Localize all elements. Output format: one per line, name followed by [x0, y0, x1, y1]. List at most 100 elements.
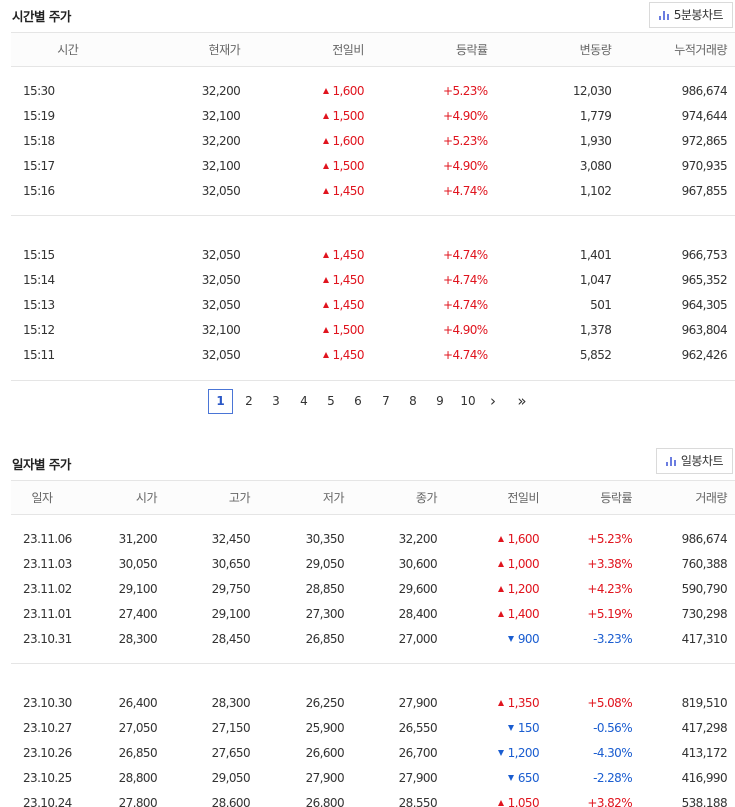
page-6-link[interactable]: 6	[354, 394, 362, 408]
five-minute-chart-label: 5분봉차트	[673, 8, 724, 22]
high-cell-value: 30,650	[211, 557, 251, 571]
time-cell: 15:30	[11, 79, 125, 104]
volume-cell: 413,172	[632, 741, 735, 766]
close-cell: 32,200	[344, 527, 438, 552]
page-5-link[interactable]: 5	[327, 394, 335, 408]
volume-change-cell: 1,047	[488, 268, 612, 293]
volume-cell: 590,790	[632, 577, 735, 602]
change-value: 1,200	[507, 582, 540, 596]
triangle-up-icon	[322, 302, 329, 308]
rate-cell: -2.28%	[539, 766, 632, 791]
triangle-up-icon	[497, 586, 504, 592]
date-cell: 23.11.06	[11, 527, 73, 552]
open-cell-value: 27,050	[118, 721, 158, 735]
high-cell: 28,300	[157, 691, 251, 716]
high-cell: 32,450	[157, 527, 251, 552]
close-cell-value: 26,550	[398, 721, 438, 735]
next-page-icon[interactable]: ›	[490, 392, 496, 410]
triangle-up-icon	[322, 277, 329, 283]
page-4-link[interactable]: 4	[300, 394, 308, 408]
rate-cell: +4.74%	[364, 179, 488, 204]
rate-cell-value: +4.74%	[442, 248, 488, 262]
page-7-link[interactable]: 7	[382, 394, 390, 408]
volume-cell: 760,388	[632, 552, 735, 577]
close-cell-value: 29,600	[398, 582, 438, 596]
page-3-link[interactable]: 3	[272, 394, 280, 408]
date-cell: 23.11.03	[11, 552, 73, 577]
volume-cell-value: 819,510	[681, 696, 728, 710]
volume-cell-value: 760,388	[681, 557, 728, 571]
rate-cell: -4.30%	[539, 741, 632, 766]
high-cell: 27,150	[157, 716, 251, 741]
change-value: 1,450	[332, 184, 365, 198]
cumulative-volume-cell-value: 962,426	[681, 348, 728, 362]
five-minute-chart-button[interactable]: 5분봉차트	[648, 2, 733, 28]
close-cell: 27,900	[344, 766, 438, 791]
close-cell: 28,400	[344, 602, 438, 627]
page-2-link[interactable]: 2	[245, 394, 253, 408]
date-cell: 23.10.26	[11, 741, 73, 766]
triangle-up-icon	[497, 700, 504, 706]
daily-chart-button[interactable]: 일봉차트	[655, 448, 733, 474]
rate-cell-value: -4.30%	[593, 746, 632, 760]
change-cell: 1,350	[437, 691, 540, 716]
price-cell: 32,100	[125, 104, 241, 129]
col-price: 현재가	[124, 32, 241, 67]
volume-change-cell-value: 1,930	[579, 134, 612, 148]
high-cell-value: 28,300	[211, 696, 251, 710]
daily-title: 일자별 주가	[12, 457, 71, 472]
rate-cell: -3.23%	[539, 627, 632, 652]
low-cell-value: 27,300	[305, 607, 345, 621]
page-1-link[interactable]: 1	[208, 389, 233, 414]
time-cell: 15:12	[11, 318, 125, 343]
price-cell-value: 32,100	[201, 323, 241, 337]
rate-cell-value: +4.74%	[442, 184, 488, 198]
last-page-icon[interactable]: »	[517, 392, 527, 410]
rate-cell-value: -2.28%	[593, 771, 632, 785]
change-value: 1,450	[332, 248, 365, 262]
date-cell: 23.10.27	[11, 716, 73, 741]
price-cell: 32,050	[125, 243, 241, 268]
spacer-row	[11, 515, 735, 527]
price-cell: 32,050	[125, 343, 241, 368]
price-cell: 32,200	[125, 79, 241, 104]
rate-cell: +3.82%	[539, 791, 632, 807]
bar-chart-icon	[665, 457, 677, 466]
volume-cell: 730,298	[632, 602, 735, 627]
page-9-link[interactable]: 9	[436, 394, 444, 408]
rate-cell-value: +4.74%	[442, 273, 488, 287]
change-value: 1,450	[332, 273, 365, 287]
time-cell-value: 15:18	[23, 134, 55, 148]
price-cell: 32,050	[125, 293, 241, 318]
triangle-up-icon	[322, 352, 329, 358]
group-divider	[11, 215, 735, 243]
table-row: 15:13 32,050 1,450 +4.74% 501 964,305	[11, 293, 735, 318]
price-cell-value: 32,100	[201, 109, 241, 123]
rate-cell: +4.74%	[364, 293, 488, 318]
low-cell-value: 27,900	[305, 771, 345, 785]
table-row: 23.11.01 27,400 29,100 27,300 28,400 1,400 +5.…	[11, 602, 735, 627]
table-row: 15:15 32,050 1,450 +4.74% 1,401 966,753	[11, 243, 735, 268]
volume-cell-value: 538,188	[681, 796, 728, 807]
volume-cell-value: 730,298	[681, 607, 728, 621]
time-cell-value: 15:13	[23, 298, 55, 312]
volume-cell-value: 413,172	[681, 746, 728, 760]
volume-change-cell-value: 501	[590, 298, 612, 312]
page-10-link[interactable]: 10	[460, 394, 476, 408]
rate-cell: -0.56%	[539, 716, 632, 741]
time-cell-value: 15:11	[23, 348, 55, 362]
triangle-up-icon	[322, 188, 329, 194]
change-value: 1,600	[332, 134, 365, 148]
close-cell: 28,550	[344, 791, 438, 807]
cumulative-volume-cell: 965,352	[611, 268, 735, 293]
daily-chart-label: 일봉차트	[680, 454, 724, 468]
open-cell: 26,850	[73, 741, 158, 766]
volume-cell: 417,310	[632, 627, 735, 652]
low-cell-value: 25,900	[305, 721, 345, 735]
table-row: 15:14 32,050 1,450 +4.74% 1,047 965,352	[11, 268, 735, 293]
date-cell: 23.10.30	[11, 691, 73, 716]
page-8-link[interactable]: 8	[409, 394, 417, 408]
open-cell-value: 27,800	[118, 796, 158, 807]
price-cell-value: 32,050	[201, 273, 241, 287]
volume-cell-value: 417,310	[681, 632, 728, 646]
